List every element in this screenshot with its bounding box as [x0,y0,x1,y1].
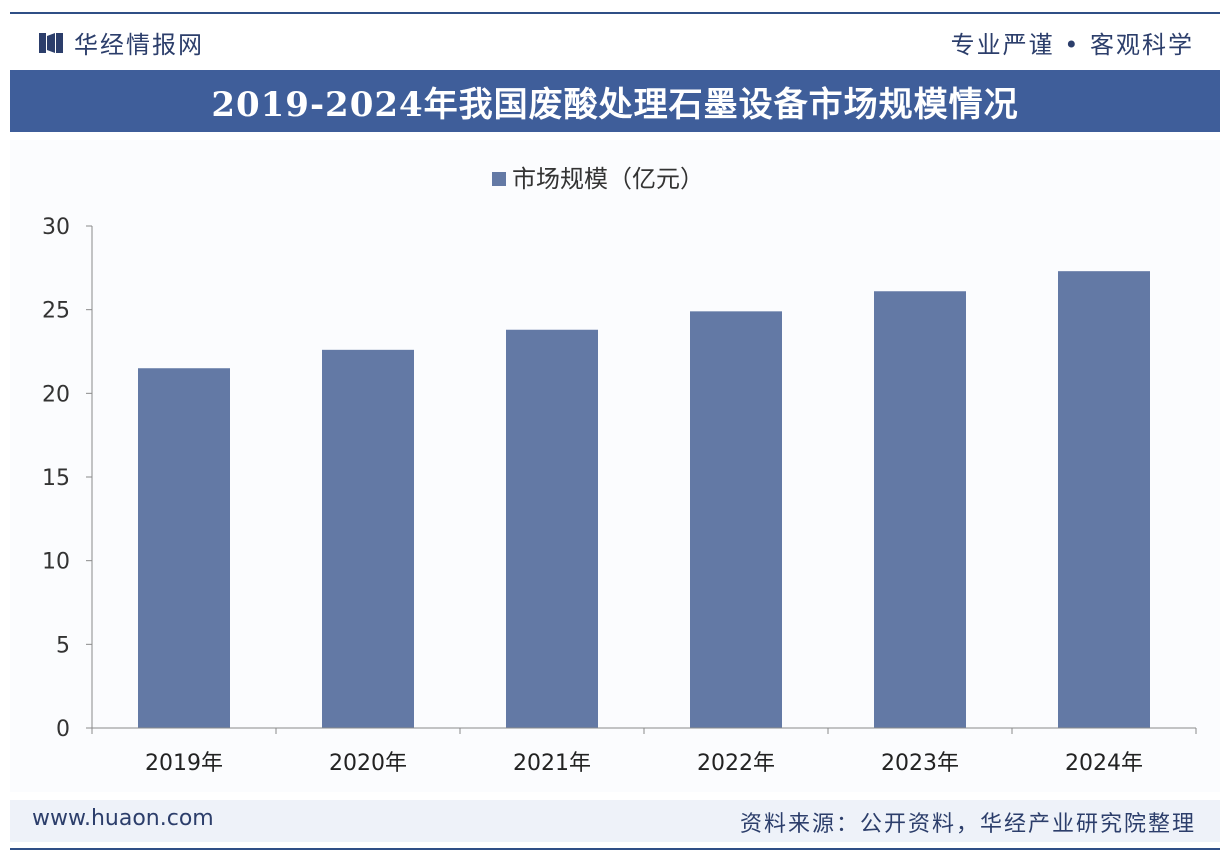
legend: 市场规模（亿元） [492,165,704,193]
y-tick-label: 5 [56,633,70,658]
bar [1058,271,1150,728]
y-tick-label: 20 [42,382,70,407]
bars [138,271,1150,728]
y-tick-label: 30 [42,215,70,240]
x-tick-label: 2024年 [1065,751,1143,776]
x-tick-label: 2022年 [697,751,775,776]
source-note: 资料来源：公开资料，华经产业研究院整理 [739,812,1196,837]
brand: 华经情报网 [38,25,204,60]
motto: 专业严谨 • 客观科学 [950,31,1194,59]
x-tick-label: 2023年 [881,751,959,776]
y-tick-label: 25 [42,299,70,324]
bar [506,329,598,728]
footer-bar [10,800,1220,842]
website-link[interactable]: www.huaon.com [32,806,214,831]
title-banner: 2019-2024年我国废酸处理石墨设备市场规模情况 [10,70,1220,132]
chart-title: 2019-2024年我国废酸处理石墨设备市场规模情况 [211,84,1019,125]
x-tick-label: 2021年 [513,751,591,776]
x-axis: 2019年 2020年 2021年 2022年 2023年 2024年 [91,727,1197,776]
top-border [10,12,1220,14]
y-tick-label: 10 [42,550,70,575]
bottom-border [10,848,1220,850]
y-axis: 0 5 10 15 20 25 30 [42,215,93,742]
bar [690,311,782,728]
y-tick-label: 0 [56,717,70,742]
bar [322,349,414,728]
legend-swatch [492,172,506,186]
bar [138,368,230,728]
legend-label: 市场规模（亿元） [512,165,704,193]
logo-icon [39,32,63,53]
bar [874,291,966,728]
y-tick-label: 15 [42,466,70,491]
x-tick-label: 2019年 [145,751,223,776]
brand-name: 华经情报网 [74,31,204,59]
x-tick-label: 2020年 [329,751,407,776]
